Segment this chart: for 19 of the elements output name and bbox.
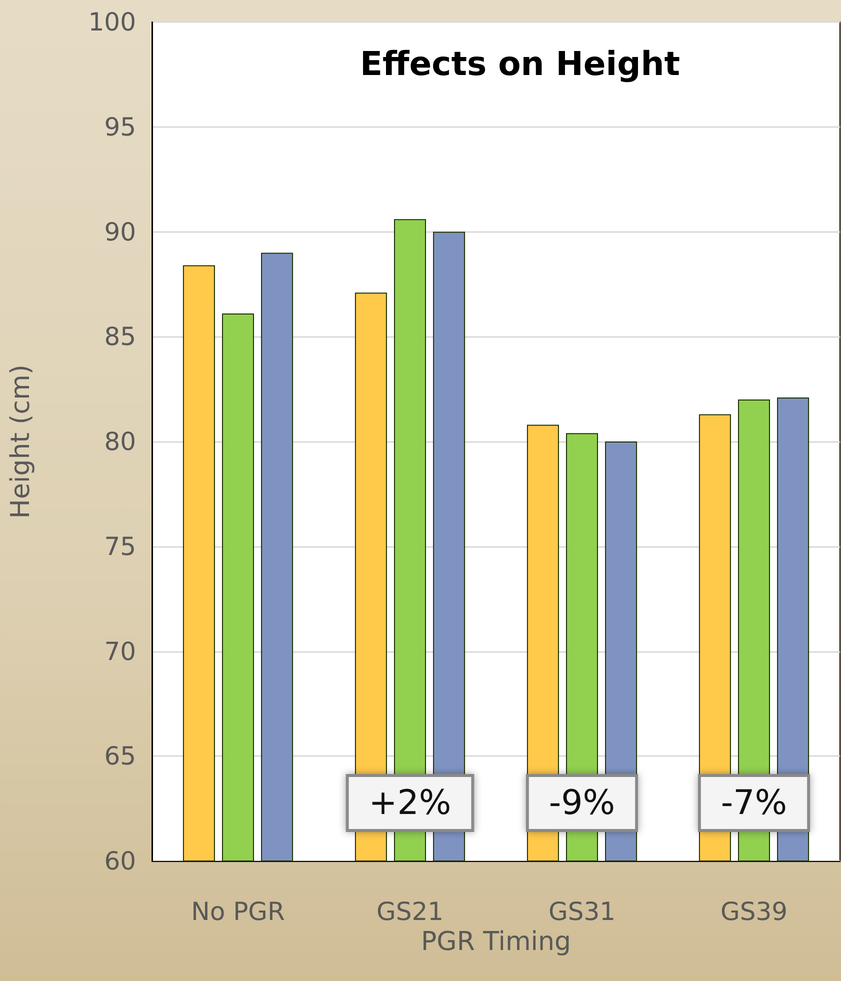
y-tick-label: 75	[104, 532, 136, 561]
y-tick-label: 85	[104, 322, 136, 352]
annotation: +2%	[368, 783, 452, 823]
y-tick-label: 70	[104, 636, 136, 666]
x-tick-label: GS31	[548, 897, 616, 926]
y-tick-label: 90	[104, 217, 136, 246]
x-axis-title: PGR Timing	[421, 926, 571, 957]
y-axis-title: Height (cm)	[6, 364, 36, 519]
x-tick-label: No PGR	[191, 897, 285, 926]
annotation: -9%	[548, 783, 616, 823]
text: Effects on Height	[360, 44, 680, 83]
x-tick-label: GS39	[720, 897, 788, 926]
y-tick-label: 80	[104, 427, 136, 456]
x-tick-label: GS21	[376, 897, 444, 926]
y-tick-label: 60	[104, 846, 136, 876]
y-tick-label: 95	[104, 112, 136, 142]
y-tick-label: 100	[88, 8, 136, 36]
y-tick-label: 65	[104, 742, 136, 771]
annotation: -7%	[720, 783, 788, 823]
